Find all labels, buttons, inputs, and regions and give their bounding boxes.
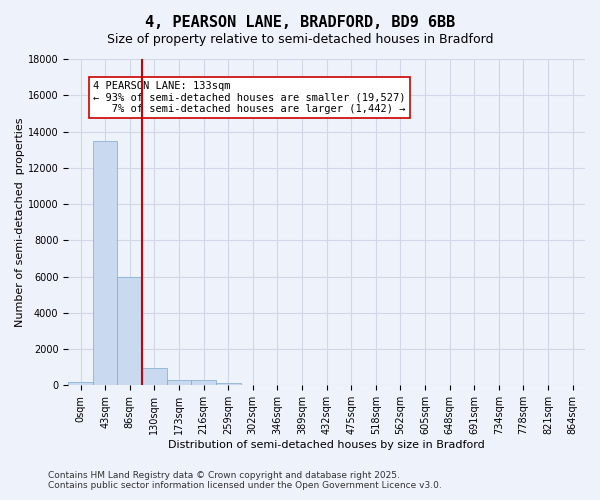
Bar <box>68 382 93 386</box>
Y-axis label: Number of semi-detached  properties: Number of semi-detached properties <box>15 118 25 327</box>
Text: Contains HM Land Registry data © Crown copyright and database right 2025.
Contai: Contains HM Land Registry data © Crown c… <box>48 470 442 490</box>
Text: 4, PEARSON LANE, BRADFORD, BD9 6BB: 4, PEARSON LANE, BRADFORD, BD9 6BB <box>145 15 455 30</box>
Bar <box>118 278 142 386</box>
Bar <box>216 383 241 386</box>
Bar <box>167 380 191 386</box>
Bar <box>93 140 118 386</box>
Bar <box>142 368 167 386</box>
Text: 4 PEARSON LANE: 133sqm
← 93% of semi-detached houses are smaller (19,527)
   7% : 4 PEARSON LANE: 133sqm ← 93% of semi-det… <box>93 81 406 114</box>
Text: Size of property relative to semi-detached houses in Bradford: Size of property relative to semi-detach… <box>107 32 493 46</box>
X-axis label: Distribution of semi-detached houses by size in Bradford: Distribution of semi-detached houses by … <box>168 440 485 450</box>
Bar <box>191 380 216 386</box>
